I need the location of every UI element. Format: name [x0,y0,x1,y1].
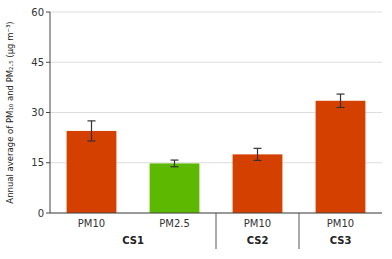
category-label: PM10 [327,218,354,229]
category-label: PM10 [244,218,271,229]
group-separator [299,213,300,249]
error-cap [337,93,345,94]
error-bar [337,94,345,107]
bar [67,131,117,213]
grid-line [50,62,382,63]
tick-label: 60 [31,7,44,18]
error-cap [88,120,96,121]
tick-label: 0 [38,208,44,219]
error-bar [88,121,96,141]
error-cap [88,140,96,141]
error-bar [254,148,262,160]
x-axis: PM10 PM2.5 PM10 PM10 CS1 CS2 CS3 [78,213,354,249]
bar [150,163,200,213]
error-cap [254,160,262,161]
error-cap [171,159,179,160]
bars [67,94,366,213]
bar [316,101,366,213]
y-axis-title: Annual average of PM₁₀ and PM₂.₅ (μg m⁻³… [5,21,15,203]
group-label: CS1 [122,235,144,246]
category-label: PM2.5 [159,218,190,229]
error-line [91,121,92,141]
group-label: CS3 [330,235,352,246]
error-cap [337,107,345,108]
tick-label: 45 [31,57,44,68]
error-line [257,148,258,160]
grid [50,12,382,213]
tick-mark [46,162,50,163]
chart-container: 0 15 30 45 60 PM10 PM2.5 PM10 PM10 CS1 CS2 CS3 Annua… [0,0,392,259]
grid-line [50,12,382,13]
y-axis-line [50,12,51,213]
group-separator [216,213,217,249]
error-line [174,160,175,167]
group-label: CS2 [247,235,269,246]
tick-label: 15 [31,157,44,168]
error-cap [254,148,262,149]
chart: 0 15 30 45 60 PM10 PM2.5 PM10 PM10 CS1 CS2 CS3 Annua… [0,0,392,259]
tick-label: 30 [31,107,44,118]
tick-mark [46,12,50,13]
tick-mark [46,112,50,113]
tick-mark [46,62,50,63]
tick-mark [46,213,50,214]
error-cap [171,166,179,167]
category-label: PM10 [78,218,105,229]
error-bar [171,160,179,167]
bar [233,154,283,213]
error-line [340,94,341,107]
y-axis: 0 15 30 45 60 [31,7,50,219]
